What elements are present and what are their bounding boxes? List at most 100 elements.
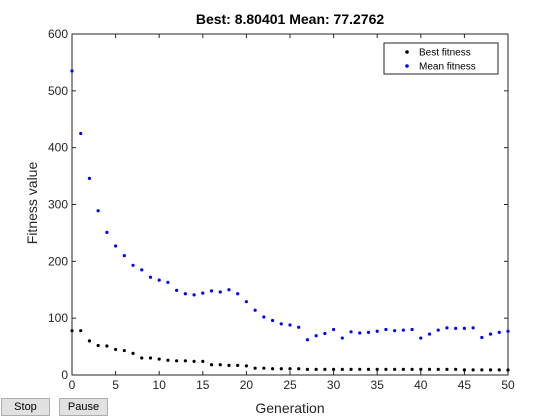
mean-fitness-point — [148, 275, 153, 279]
best-fitness-point — [114, 347, 118, 352]
best-fitness-point — [105, 344, 109, 348]
best-fitness-point — [262, 366, 266, 370]
best-fitness-point — [419, 367, 423, 371]
legend-label-best-fitness: Best fitness — [419, 48, 471, 59]
mean-fitness-point — [419, 336, 423, 340]
data-points — [70, 69, 510, 372]
mean-fitness-point — [349, 330, 353, 334]
best-fitness-point — [454, 367, 458, 371]
mean-fitness-point — [427, 332, 432, 336]
best-fitness-point — [140, 356, 144, 360]
best-fitness-point — [183, 359, 187, 363]
mean-fitness-point — [157, 278, 161, 282]
best-fitness-point — [471, 368, 475, 372]
mean-fitness-point — [393, 329, 397, 333]
mean-fitness-point — [70, 69, 74, 73]
best-fitness-point — [506, 368, 510, 372]
y-tick-label: 600 — [48, 27, 68, 41]
mean-fitness-point — [122, 254, 126, 258]
x-tick-label: 30 — [327, 378, 341, 392]
mean-fitness-point — [410, 327, 414, 332]
best-fitness-point — [270, 367, 275, 371]
legend-marker-mean-fitness — [405, 64, 409, 68]
best-fitness-point — [279, 367, 283, 371]
y-tick-label: 300 — [48, 198, 68, 212]
mean-fitness-point — [183, 292, 187, 296]
x-tick-label: 15 — [196, 378, 210, 392]
mean-fitness-point — [384, 327, 388, 332]
y-tick-label: 200 — [48, 254, 68, 268]
mean-fitness-point — [288, 323, 292, 327]
best-fitness-point — [148, 356, 153, 360]
stop-button[interactable]: Stop — [1, 398, 50, 416]
mean-fitness-point — [297, 325, 301, 329]
best-fitness-point — [122, 348, 126, 353]
mean-fitness-point — [323, 331, 327, 336]
mean-fitness-point — [332, 327, 336, 332]
y-tick-label: 400 — [48, 141, 68, 155]
best-fitness-point — [297, 367, 301, 371]
mean-fitness-point — [270, 318, 275, 323]
best-fitness-point — [131, 351, 135, 356]
mean-fitness-point — [305, 338, 310, 342]
plot-area — [71, 33, 509, 376]
best-fitness-point — [244, 364, 248, 368]
mean-fitness-point — [454, 326, 458, 330]
best-fitness-point — [323, 367, 327, 371]
mean-fitness-point — [175, 288, 179, 292]
mean-fitness-point — [358, 331, 362, 335]
best-fitness-point — [253, 366, 257, 370]
best-fitness-point — [175, 359, 179, 363]
x-tick-label: 5 — [112, 378, 119, 392]
best-fitness-point — [384, 367, 388, 371]
best-fitness-point — [166, 358, 170, 362]
y-tick-label: 500 — [48, 84, 68, 98]
mean-fitness-point — [131, 263, 135, 267]
best-fitness-point — [488, 368, 493, 372]
x-tick-label: 40 — [414, 378, 428, 392]
best-fitness-point — [314, 367, 318, 371]
best-fitness-point — [349, 367, 353, 371]
best-fitness-point — [87, 339, 92, 343]
best-fitness-point — [79, 329, 83, 333]
best-fitness-point — [209, 363, 214, 367]
best-fitness-point — [340, 367, 344, 371]
mean-fitness-point — [166, 280, 170, 284]
chart-title: Best: 8.80401 Mean: 77.2762 — [196, 11, 385, 27]
mean-fitness-point — [279, 322, 283, 326]
best-fitness-point — [462, 368, 466, 372]
x-tick-label: 45 — [458, 378, 472, 392]
best-fitness-point — [445, 367, 449, 371]
best-fitness-point — [236, 363, 240, 367]
mean-fitness-point — [227, 288, 231, 292]
mean-fitness-point — [488, 332, 493, 336]
pause-button[interactable]: Pause — [59, 398, 108, 416]
best-fitness-point — [332, 367, 336, 371]
x-tick-label: 50 — [501, 378, 515, 392]
best-fitness-point — [427, 367, 432, 371]
best-fitness-point — [305, 367, 310, 371]
mean-fitness-point — [218, 290, 222, 294]
best-fitness-point — [288, 367, 292, 371]
mean-fitness-point — [192, 293, 196, 297]
legend-label-mean-fitness: Mean fitness — [419, 62, 476, 73]
x-tick-label: 0 — [69, 378, 76, 392]
mean-fitness-point — [201, 291, 205, 295]
mean-fitness-point — [480, 335, 484, 340]
best-fitness-point — [70, 329, 74, 333]
mean-fitness-point — [462, 326, 466, 330]
mean-fitness-point — [471, 326, 475, 330]
x-tick-label: 20 — [240, 378, 254, 392]
best-fitness-point — [157, 357, 161, 361]
y-axis-label: Fitness value — [24, 162, 40, 245]
mean-fitness-point — [436, 328, 440, 332]
mean-fitness-point — [366, 330, 371, 334]
best-fitness-point — [201, 359, 205, 363]
legend-marker-best-fitness — [405, 50, 409, 54]
mean-fitness-point — [87, 176, 92, 180]
best-fitness-point — [401, 367, 405, 371]
y-tick-label: 0 — [61, 368, 68, 382]
best-fitness-point — [227, 363, 231, 367]
